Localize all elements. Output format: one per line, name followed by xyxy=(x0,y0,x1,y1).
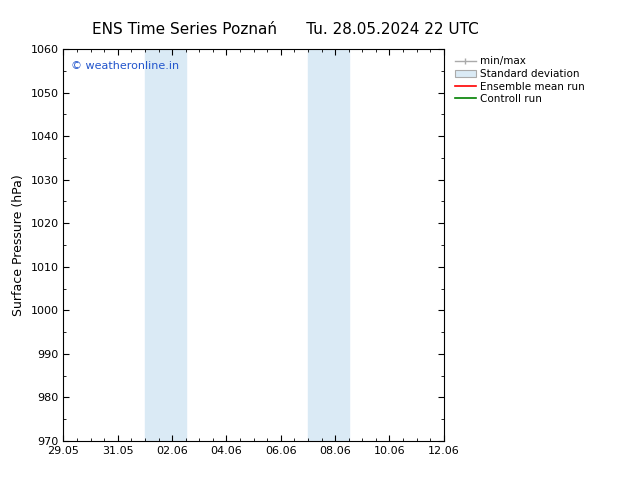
Text: ENS Time Series Poznań      Tu. 28.05.2024 22 UTC: ENS Time Series Poznań Tu. 28.05.2024 22… xyxy=(92,22,479,37)
Bar xyxy=(308,49,349,441)
Y-axis label: Surface Pressure (hPa): Surface Pressure (hPa) xyxy=(12,174,25,316)
Legend: min/max, Standard deviation, Ensemble mean run, Controll run: min/max, Standard deviation, Ensemble me… xyxy=(453,54,586,106)
Bar xyxy=(145,49,186,441)
Text: © weatheronline.in: © weatheronline.in xyxy=(71,61,179,71)
